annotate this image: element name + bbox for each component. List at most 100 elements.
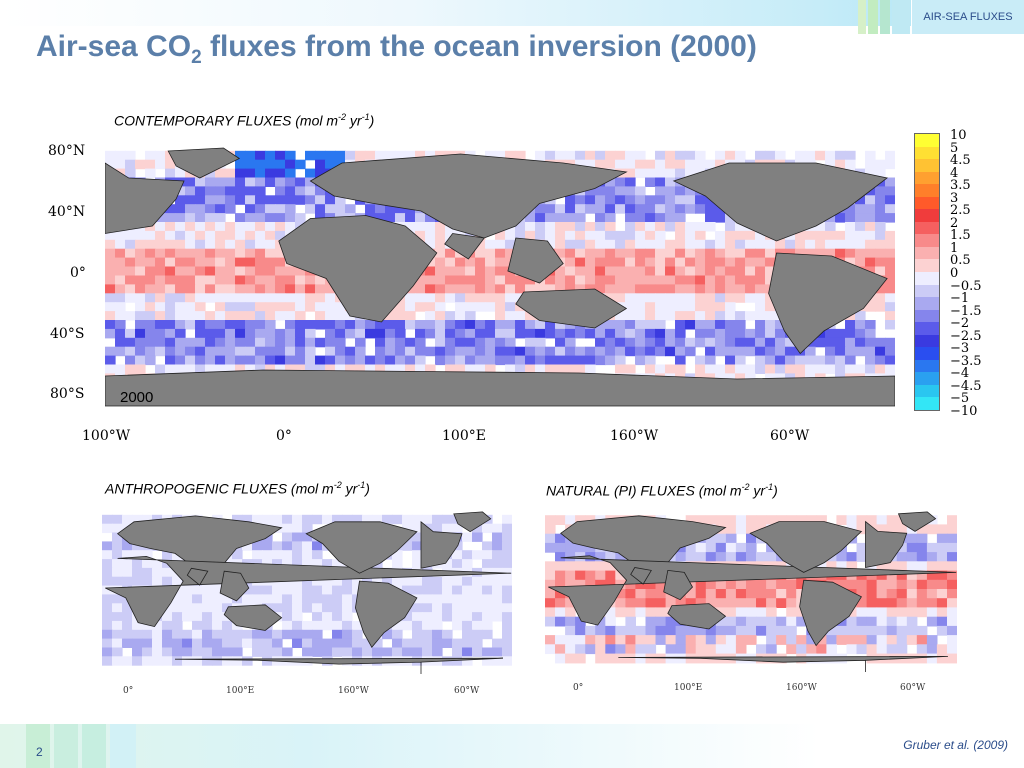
flux-cell — [705, 302, 716, 312]
flux-cell — [545, 364, 556, 374]
flux-cell — [342, 603, 353, 613]
flux-cell — [322, 585, 333, 595]
flux-cell — [875, 186, 886, 196]
flux-cell — [876, 570, 888, 581]
flux-cell — [405, 213, 416, 223]
flux-cell — [265, 248, 276, 259]
flux-cell — [665, 177, 676, 187]
flux-cell — [615, 275, 626, 285]
flux-cell — [502, 550, 512, 560]
flux-cell — [485, 266, 496, 276]
flux-cell — [855, 222, 866, 232]
flux-cell — [472, 585, 483, 595]
flux-cell — [302, 541, 313, 551]
flux-cell — [786, 635, 797, 645]
flux-cell — [756, 625, 767, 636]
flux-cell — [735, 248, 746, 259]
flux-cell — [835, 328, 846, 339]
landmass — [309, 153, 628, 239]
flux-cell — [325, 364, 336, 374]
flux-cell — [775, 355, 786, 366]
flux-cell — [462, 594, 473, 604]
flux-cell — [936, 561, 948, 572]
flux-cell — [665, 625, 677, 636]
flux-cell — [415, 328, 426, 339]
flux-cell — [282, 594, 293, 604]
flux-cell — [635, 266, 646, 276]
flux-cell — [645, 616, 657, 627]
contemporary-map-label: CONTEMPORARY FLUXES (mol m-2 yr-1) — [114, 112, 375, 129]
flux-cell — [525, 222, 536, 232]
flux-cell — [172, 620, 183, 631]
flux-cell — [275, 275, 286, 285]
flux-cell — [245, 311, 256, 321]
flux-cell — [442, 585, 453, 595]
flux-cell — [245, 239, 256, 250]
flux-cell — [285, 320, 296, 330]
flux-cell — [725, 284, 736, 294]
flux-cell — [825, 337, 836, 348]
flux-cell — [555, 579, 566, 590]
flux-cell — [615, 195, 626, 205]
flux-cell — [947, 561, 957, 572]
flux-cell — [796, 616, 807, 627]
flux-cell — [122, 629, 133, 640]
flux-cell — [172, 576, 183, 587]
flux-cell — [215, 337, 226, 348]
flux-cell — [225, 328, 236, 339]
flux-cell — [816, 561, 827, 572]
flux-cell — [916, 635, 928, 645]
flux-cell — [282, 612, 293, 622]
flux-cell — [635, 635, 646, 645]
flux-cell — [635, 186, 646, 196]
flux-cell — [295, 346, 306, 357]
flux-cell — [385, 150, 396, 161]
flux-cell — [205, 213, 216, 223]
flux-cell — [115, 302, 126, 312]
landmass — [167, 147, 241, 179]
colorbar-tick-label: 3 — [950, 190, 959, 206]
flux-cell — [835, 150, 846, 161]
flux-cell — [282, 541, 293, 551]
flux-cell — [775, 150, 786, 161]
flux-cell — [265, 266, 276, 276]
flux-cell — [846, 579, 858, 590]
flux-cell — [665, 186, 676, 196]
page-number: 2 — [36, 745, 43, 759]
flux-cell — [595, 346, 606, 357]
flux-cell — [947, 552, 957, 562]
flux-cell — [635, 293, 646, 303]
flux-cell — [725, 616, 737, 627]
flux-cell — [555, 515, 566, 525]
flux-cell — [866, 607, 878, 618]
flux-cell — [202, 603, 213, 613]
flux-cell — [735, 598, 747, 608]
flux-cell — [875, 293, 886, 303]
flux-cell — [885, 346, 895, 357]
flux-cell — [105, 293, 116, 303]
flux-cell — [896, 542, 908, 553]
flux-cell — [332, 559, 343, 569]
flux-cell — [315, 195, 326, 205]
flux-cell — [625, 328, 636, 339]
flux-cell — [212, 656, 223, 666]
flux-cell — [705, 284, 716, 294]
flux-cell — [505, 328, 516, 339]
flux-cell — [875, 213, 886, 223]
flux-cell — [505, 346, 516, 357]
flux-cell — [906, 653, 918, 664]
flux-cell — [242, 585, 253, 595]
flux-cell — [625, 364, 636, 374]
flux-cell — [262, 647, 273, 657]
flux-cell — [425, 239, 436, 250]
flux-cell — [145, 230, 156, 241]
flux-cell — [885, 302, 895, 312]
flux-cell — [936, 589, 948, 599]
flux-cell — [846, 625, 858, 636]
flux-cell — [282, 532, 293, 542]
flux-cell — [152, 656, 163, 666]
flux-cell — [395, 346, 406, 357]
flux-cell — [232, 638, 243, 648]
flux-cell — [402, 576, 413, 587]
flux-cell — [265, 230, 276, 241]
